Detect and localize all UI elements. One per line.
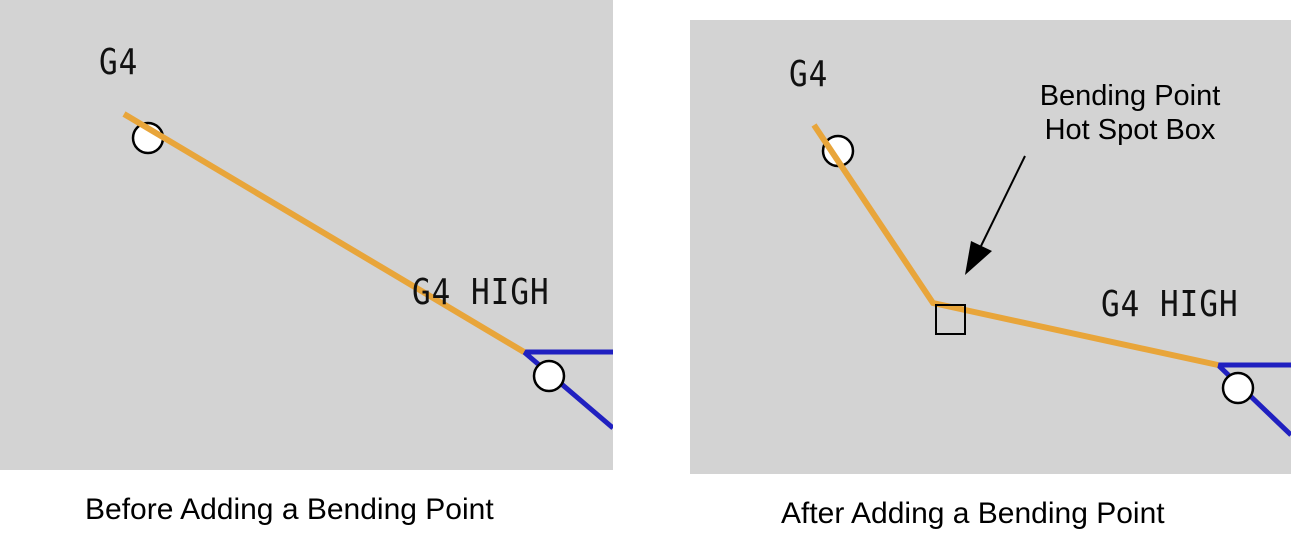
before-diagram-panel: G4 G4 HIGH <box>0 0 613 470</box>
bending-point-hot-spot-box[interactable] <box>935 304 966 335</box>
orange-link-bent[interactable] <box>811 123 1219 368</box>
orange-link[interactable] <box>122 111 526 355</box>
after-diagram-panel: G4 G4 HIGH <box>690 20 1291 474</box>
node-label-g4-high: G4 HIGH <box>412 272 550 314</box>
node-label-g4: G4 <box>789 54 829 96</box>
callout-line-2: Hot Spot Box <box>1044 114 1216 146</box>
after-diagram-canvas <box>811 123 1291 437</box>
callout-arrow-line <box>980 155 1026 247</box>
caption-after: After Adding a Bending Point <box>781 497 1165 530</box>
node-label-g4: G4 <box>99 42 139 84</box>
callout-line-1: Bending Point <box>1039 80 1221 112</box>
before-diagram-canvas <box>122 111 613 430</box>
node-g4-high-circle[interactable] <box>532 359 566 393</box>
node-g4-high-circle[interactable] <box>1221 371 1255 405</box>
node-label-g4-high: G4 HIGH <box>1101 284 1239 326</box>
bending-point-callout: Bending Point Hot Spot Box <box>1020 79 1240 147</box>
callout-arrow-head <box>965 241 992 275</box>
caption-before: Before Adding a Bending Point <box>85 493 494 526</box>
blue-link-diagonal[interactable] <box>522 350 613 430</box>
